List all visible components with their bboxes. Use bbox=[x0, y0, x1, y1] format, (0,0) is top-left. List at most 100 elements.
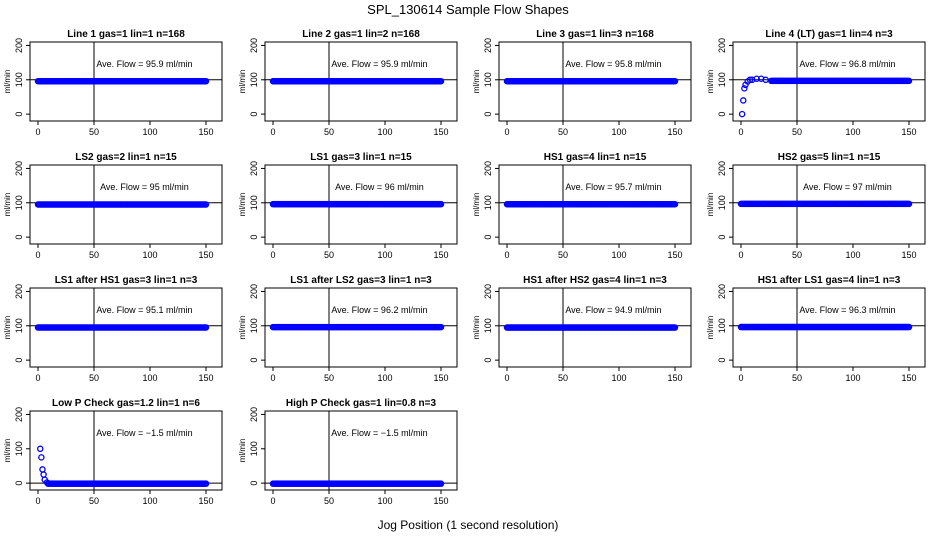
y-tick-label: 100 bbox=[14, 441, 24, 456]
y-tick-label: 0 bbox=[717, 235, 727, 240]
x-tick-label: 100 bbox=[845, 250, 860, 260]
x-tick-label: 50 bbox=[324, 496, 334, 506]
y-tick-label: 0 bbox=[249, 358, 259, 363]
x-tick-label: 50 bbox=[89, 373, 99, 383]
panel: Low P Check gas=1.2 lin=1 n=6 0 50 100 150 0 1… bbox=[3, 398, 223, 506]
y-axis-label: ml/min bbox=[3, 193, 12, 217]
y-axis-label: ml/min bbox=[3, 439, 12, 463]
y-tick-label: 0 bbox=[483, 112, 493, 117]
y-tick-label: 100 bbox=[483, 72, 493, 87]
y-axis-label: ml/min bbox=[238, 70, 247, 94]
panel-title: LS2 gas=2 lin=1 n=15 bbox=[75, 152, 177, 163]
x-tick-label: 100 bbox=[142, 496, 157, 506]
panel-title: LS1 after HS1 gas=3 lin=1 n=3 bbox=[55, 275, 198, 286]
panel-frame bbox=[732, 287, 926, 368]
x-tick-label: 0 bbox=[504, 250, 509, 260]
x-tick-label: 100 bbox=[377, 496, 392, 506]
data-point bbox=[671, 324, 679, 331]
data-points bbox=[503, 324, 679, 331]
y-tick-label: 100 bbox=[249, 195, 259, 210]
panel-title: Line 3 gas=1 lin=3 n=168 bbox=[536, 29, 654, 40]
x-tick-label: 100 bbox=[142, 373, 157, 383]
x-tick-label: 0 bbox=[504, 373, 509, 383]
x-tick-label: 0 bbox=[35, 127, 40, 137]
y-tick-label: 0 bbox=[14, 481, 24, 486]
panel-title: LS1 gas=3 lin=1 n=15 bbox=[310, 152, 412, 163]
data-point bbox=[437, 200, 445, 208]
y-tick-label: 0 bbox=[14, 235, 24, 240]
average-flow-annotation: Ave. Flow = 96.2 ml/min bbox=[331, 305, 427, 315]
y-axis-label: ml/min bbox=[706, 70, 715, 94]
data-point bbox=[437, 480, 445, 487]
panel-frame bbox=[29, 41, 223, 122]
x-tick-label: 50 bbox=[558, 127, 568, 137]
x-tick-label: 100 bbox=[377, 373, 392, 383]
panel-frame bbox=[264, 41, 458, 122]
y-axis-label: ml/min bbox=[238, 439, 247, 463]
x-tick-label: 150 bbox=[198, 496, 213, 506]
data-point bbox=[202, 480, 210, 487]
panel-frame bbox=[264, 287, 458, 368]
x-tick-label: 150 bbox=[901, 127, 916, 137]
y-tick-label: 200 bbox=[483, 38, 493, 53]
data-point bbox=[437, 323, 445, 331]
data-point bbox=[202, 77, 210, 85]
average-flow-annotation: Ave. Flow = 96.8 ml/min bbox=[799, 59, 895, 69]
y-tick-label: 0 bbox=[483, 358, 493, 363]
average-flow-annotation: Ave. Flow = 96.3 ml/min bbox=[799, 305, 895, 315]
data-point bbox=[39, 466, 46, 473]
y-tick-label: 100 bbox=[483, 318, 493, 333]
y-tick-label: 200 bbox=[483, 161, 493, 176]
y-tick-label: 0 bbox=[249, 112, 259, 117]
y-axis-label: ml/min bbox=[238, 316, 247, 340]
data-points bbox=[34, 77, 210, 85]
y-tick-label: 200 bbox=[483, 284, 493, 299]
data-point bbox=[741, 85, 748, 92]
panel: LS1 after HS1 gas=3 lin=1 n=3 0 50 100 150 0 1… bbox=[3, 275, 223, 383]
average-flow-annotation: Ave. Flow = 95.9 ml/min bbox=[96, 59, 192, 69]
panel-title: HS1 gas=4 lin=1 n=15 bbox=[544, 152, 647, 163]
panel-frame bbox=[498, 41, 692, 122]
y-tick-label: 200 bbox=[249, 38, 259, 53]
panel-frame bbox=[264, 164, 458, 245]
y-tick-label: 200 bbox=[249, 161, 259, 176]
average-flow-annotation: Ave. Flow = 95.9 ml/min bbox=[331, 59, 427, 69]
y-axis-label: ml/min bbox=[3, 316, 12, 340]
panel-frame bbox=[498, 164, 692, 245]
data-points bbox=[269, 77, 445, 85]
data-point bbox=[437, 77, 445, 85]
x-tick-label: 0 bbox=[35, 373, 40, 383]
y-tick-label: 0 bbox=[249, 481, 259, 486]
panel-frame bbox=[29, 164, 223, 245]
data-point bbox=[746, 76, 754, 84]
y-tick-label: 0 bbox=[249, 235, 259, 240]
average-flow-annotation: Ave. Flow = 95.1 ml/min bbox=[96, 305, 192, 315]
y-tick-label: 100 bbox=[249, 441, 259, 456]
y-tick-label: 200 bbox=[717, 161, 727, 176]
data-point bbox=[671, 77, 679, 85]
x-tick-label: 0 bbox=[738, 250, 743, 260]
x-tick-label: 150 bbox=[198, 373, 213, 383]
panel-title: Line 4 (LT) gas=1 lin=4 n=3 bbox=[765, 29, 893, 40]
y-tick-label: 100 bbox=[717, 72, 727, 87]
average-flow-annotation: Ave. Flow = 94.9 ml/min bbox=[565, 305, 661, 315]
x-tick-label: 100 bbox=[845, 127, 860, 137]
panel: Line 4 (LT) gas=1 lin=4 n=3 0 50 100 150 0 100… bbox=[706, 29, 926, 137]
y-tick-label: 100 bbox=[249, 318, 259, 333]
y-axis-label: ml/min bbox=[238, 193, 247, 217]
panel: HS1 after HS2 gas=4 lin=1 n=3 0 50 100 150 0 1… bbox=[472, 275, 692, 383]
y-tick-label: 100 bbox=[14, 318, 24, 333]
x-tick-label: 0 bbox=[738, 373, 743, 383]
x-tick-label: 150 bbox=[433, 250, 448, 260]
y-tick-label: 0 bbox=[14, 358, 24, 363]
y-axis-label: ml/min bbox=[472, 193, 481, 217]
x-tick-label: 100 bbox=[142, 127, 157, 137]
data-point bbox=[36, 445, 44, 453]
y-tick-label: 0 bbox=[14, 112, 24, 117]
data-point bbox=[753, 75, 760, 83]
data-points bbox=[503, 77, 679, 85]
panel: High P Check gas=1 lin=0.8 n=3 0 50 100 150 0… bbox=[238, 398, 458, 506]
data-point bbox=[738, 110, 746, 118]
x-tick-label: 0 bbox=[270, 496, 275, 506]
